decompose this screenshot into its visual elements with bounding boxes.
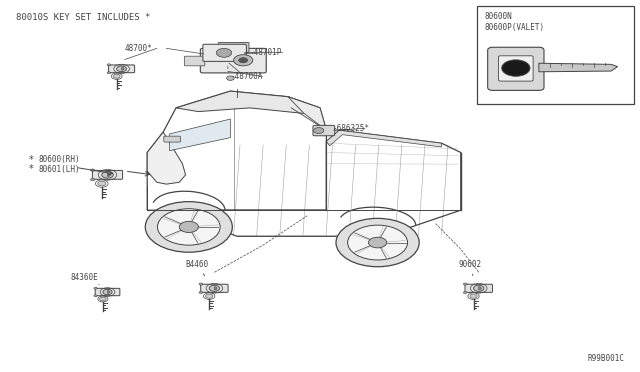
FancyBboxPatch shape [200, 48, 266, 73]
Text: -48701P: -48701P [250, 48, 282, 57]
FancyBboxPatch shape [184, 56, 205, 66]
Text: 80010S KEY SET INCLUDES *: 80010S KEY SET INCLUDES * [16, 13, 150, 22]
Bar [477, 6, 634, 104]
Text: *: * [29, 155, 33, 165]
Circle shape [463, 291, 467, 294]
Text: R99B001C: R99B001C [587, 354, 624, 363]
Circle shape [234, 55, 253, 66]
Polygon shape [539, 63, 618, 72]
Circle shape [369, 237, 387, 248]
Circle shape [199, 283, 203, 285]
Circle shape [209, 285, 220, 291]
Circle shape [107, 72, 111, 74]
Circle shape [199, 291, 203, 294]
Circle shape [107, 64, 111, 66]
Circle shape [463, 283, 467, 285]
FancyBboxPatch shape [201, 284, 228, 292]
Circle shape [94, 287, 97, 289]
Circle shape [90, 169, 95, 171]
FancyBboxPatch shape [218, 42, 249, 52]
Wedge shape [122, 67, 124, 70]
FancyBboxPatch shape [203, 44, 246, 61]
FancyBboxPatch shape [109, 65, 134, 73]
FancyBboxPatch shape [313, 125, 335, 136]
Polygon shape [170, 119, 230, 151]
Circle shape [90, 178, 95, 181]
Polygon shape [326, 130, 442, 147]
Wedge shape [108, 173, 111, 176]
Text: 80600(RH): 80600(RH) [38, 155, 80, 164]
Circle shape [179, 221, 198, 232]
Text: *: * [29, 164, 33, 174]
FancyBboxPatch shape [92, 170, 123, 179]
Circle shape [474, 285, 484, 291]
Circle shape [348, 225, 408, 260]
Text: 48700*: 48700* [125, 44, 152, 53]
Circle shape [145, 202, 232, 252]
Circle shape [94, 295, 97, 297]
Circle shape [157, 209, 220, 245]
Circle shape [314, 128, 324, 134]
Text: -48700A: -48700A [230, 72, 263, 81]
Wedge shape [214, 287, 217, 290]
FancyBboxPatch shape [488, 47, 544, 90]
Text: 84360E: 84360E [70, 273, 99, 285]
Circle shape [116, 66, 127, 72]
Polygon shape [288, 97, 326, 130]
FancyBboxPatch shape [95, 288, 120, 296]
Text: 80601(LH): 80601(LH) [38, 165, 80, 174]
Text: 90602: 90602 [458, 260, 481, 276]
Circle shape [470, 294, 477, 298]
Circle shape [239, 58, 248, 63]
Polygon shape [176, 91, 320, 113]
FancyBboxPatch shape [499, 56, 533, 81]
Wedge shape [479, 287, 481, 290]
Circle shape [227, 76, 234, 80]
Polygon shape [147, 132, 186, 184]
Text: 80600N: 80600N [484, 12, 512, 21]
Circle shape [205, 294, 213, 298]
Polygon shape [147, 91, 326, 210]
Text: -686325*: -686325* [333, 124, 370, 133]
Circle shape [103, 289, 112, 295]
Circle shape [98, 181, 106, 186]
Circle shape [102, 171, 113, 178]
Wedge shape [108, 291, 110, 294]
Circle shape [336, 218, 419, 267]
Text: 80600P(VALET): 80600P(VALET) [484, 23, 545, 32]
Text: B4460: B4460 [186, 260, 209, 276]
Circle shape [100, 297, 106, 301]
FancyBboxPatch shape [164, 136, 180, 142]
FancyBboxPatch shape [465, 284, 492, 292]
Circle shape [216, 48, 232, 57]
Circle shape [113, 74, 120, 78]
Circle shape [502, 60, 530, 76]
Polygon shape [218, 130, 461, 236]
